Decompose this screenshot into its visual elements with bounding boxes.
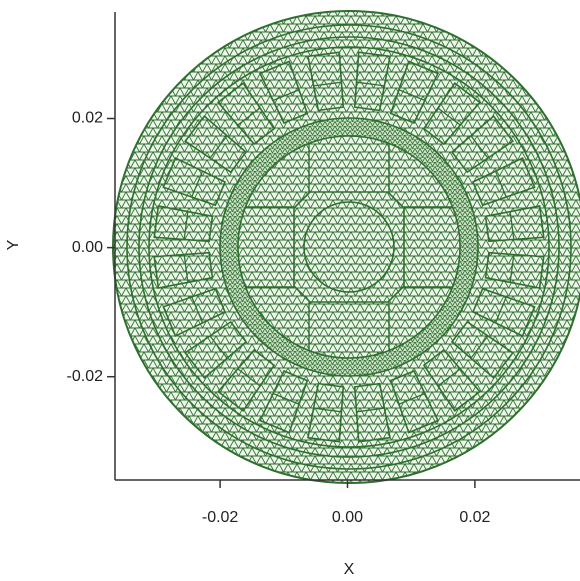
chart: X Y -0.02 0.00 0.02 -0.02 0.00 0.02 — [0, 0, 580, 581]
x-tick-label: 0.02 — [459, 509, 490, 526]
page: X Y -0.020.000.02-0.020.000.02 (() => { … — [0, 0, 580, 581]
mesh-domain — [113, 11, 580, 483]
x-axis-label: X — [344, 561, 355, 578]
x-tick-label: 0.00 — [332, 509, 363, 526]
plot-area — [113, 11, 580, 483]
mesh — [113, 11, 580, 483]
y-tick-label: 0.02 — [72, 110, 103, 127]
y-axis-label: Y — [5, 239, 22, 250]
y-tick-label: -0.02 — [67, 368, 104, 385]
x-tick-label: -0.02 — [202, 509, 239, 526]
y-tick-label: 0.00 — [72, 239, 103, 256]
